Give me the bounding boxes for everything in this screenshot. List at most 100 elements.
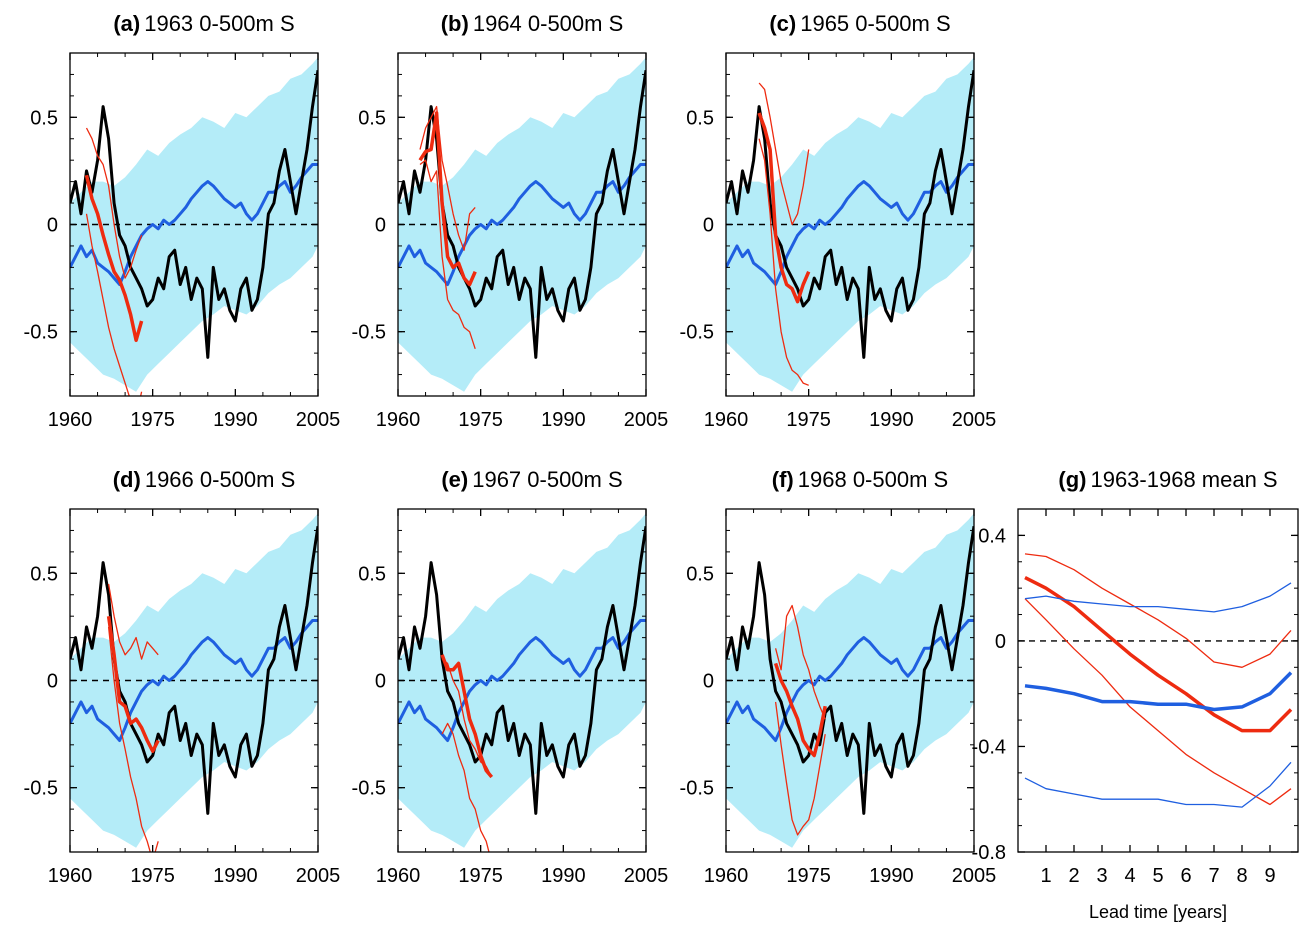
x-tick-label: 2005 xyxy=(296,409,341,431)
hindcast-mean-line xyxy=(106,615,160,753)
y-tick-label: 0 xyxy=(375,215,386,237)
x-tick-label: 1960 xyxy=(704,409,749,431)
panel-letter: (a) xyxy=(113,11,140,36)
plot-area xyxy=(70,513,318,852)
hindcast-mean-line xyxy=(1024,576,1293,733)
x-tick-label: 1990 xyxy=(541,409,586,431)
x-tick-label: 2005 xyxy=(296,865,341,887)
x-tick-label: 2005 xyxy=(624,409,669,431)
panel-title-text: 1967 0-500m S xyxy=(472,467,622,492)
panel-title-text: 1964 0-500m S xyxy=(473,11,623,36)
panel-title: (a) 1963 0-500m S xyxy=(113,11,294,36)
hindcast-mean-line xyxy=(418,111,477,287)
panel-b: 1960 1975 1990 2005 0.5 0 -0.5 (b) 1964 0-500m S xyxy=(352,11,669,431)
hindcast-bound-line xyxy=(758,138,809,386)
axes-frame xyxy=(1017,508,1299,853)
y-tick-label: -0.5 xyxy=(24,322,58,344)
panel-letter: (g) xyxy=(1058,467,1086,492)
panel-f: 1960 1975 1990 2005 0.5 0 -0.5 (f) 1968 0-500m S xyxy=(680,467,997,887)
x-tick-label: 1990 xyxy=(213,409,258,431)
panel-title: (e) 1967 0-500m S xyxy=(441,467,622,492)
hindcast-bound-line xyxy=(1024,598,1292,806)
hindcast-bound-line xyxy=(419,159,476,350)
x-tick-label: 1990 xyxy=(213,865,258,887)
hindcast-mean-line xyxy=(757,112,811,304)
x-tick-label: 1975 xyxy=(786,409,831,431)
y-tick-label: 0.5 xyxy=(30,563,58,585)
panel-title-text: 1963-1968 mean S xyxy=(1090,467,1277,492)
x-tick-label: 1 xyxy=(1040,865,1051,887)
y-tick-label: 0.5 xyxy=(30,107,58,129)
observed-line xyxy=(70,69,318,359)
y-tick-label: 0 xyxy=(995,631,1006,653)
hindcast-mean-line xyxy=(773,662,827,758)
x-tick-label: 1960 xyxy=(48,409,93,431)
y-tick-label: -0.5 xyxy=(680,322,714,344)
x-tick-label: 9 xyxy=(1264,865,1275,887)
free-run-mean-line xyxy=(1024,671,1293,712)
panel-title-text: 1968 0-500m S xyxy=(798,467,948,492)
hindcast-bound-line xyxy=(758,82,810,226)
x-tick-label: 2005 xyxy=(952,409,997,431)
panel-g: 1 2 3 4 5 6 7 8 9 0.4 0 -0.4 -0.8 (g) 1963-1968 mean S… xyxy=(972,467,1299,922)
x-tick-label: 6 xyxy=(1180,865,1191,887)
x-tick-label: 1990 xyxy=(541,865,586,887)
hindcast-bound-line xyxy=(85,213,143,396)
x-tick-label: 1990 xyxy=(869,865,914,887)
y-tick-label: -0.4 xyxy=(972,736,1006,758)
x-tick-label: 5 xyxy=(1152,865,1163,887)
x-tick-label: 2005 xyxy=(952,865,997,887)
x-tick-label: 3 xyxy=(1096,865,1107,887)
panel-title: (c) 1965 0-500m S xyxy=(769,11,950,36)
hindcast-bound-line xyxy=(107,583,159,660)
plot-area xyxy=(726,513,974,848)
hindcast-bound-line xyxy=(1024,553,1292,668)
y-tick-label: -0.5 xyxy=(24,778,58,800)
free-run-bound-line xyxy=(1024,582,1292,613)
panel-title: (f) 1968 0-500m S xyxy=(772,467,948,492)
x-tick-label: 1975 xyxy=(458,865,503,887)
panel-title-text: 1966 0-500m S xyxy=(145,467,295,492)
y-tick-label: 0.4 xyxy=(978,525,1006,547)
x-tick-label: 1975 xyxy=(458,409,503,431)
x-tick-label: 7 xyxy=(1208,865,1219,887)
y-tick-label: -0.5 xyxy=(352,322,386,344)
panel-letter: (e) xyxy=(441,467,468,492)
panel-letter: (c) xyxy=(769,11,796,36)
panel-e: 1960 1975 1990 2005 0.5 0 -0.5 (e) 1967 0-500m S xyxy=(352,467,669,887)
panel-letter: (b) xyxy=(441,11,469,36)
x-tick-label: 2 xyxy=(1068,865,1079,887)
y-tick-label: 0 xyxy=(703,215,714,237)
x-tick-label: 1960 xyxy=(376,409,421,431)
x-axis-label: Lead time [years] xyxy=(1089,902,1227,922)
observed-line xyxy=(398,525,646,815)
hindcast-bound-line xyxy=(107,626,159,852)
panel-title-text: 1963 0-500m S xyxy=(144,11,294,36)
y-tick-label: 0 xyxy=(47,215,58,237)
y-tick-label: 0.5 xyxy=(358,563,386,585)
x-tick-label: 1960 xyxy=(704,865,749,887)
x-tick-label: 4 xyxy=(1124,865,1135,887)
x-tick-label: 1975 xyxy=(130,409,175,431)
plot-area xyxy=(726,57,974,392)
hindcast-bound-line xyxy=(419,105,476,251)
hindcast-bound-line xyxy=(441,722,490,852)
panel-title: (g) 1963-1968 mean S xyxy=(1058,467,1277,492)
panel-title-text: 1965 0-500m S xyxy=(800,11,950,36)
hindcast-mean-line xyxy=(84,174,144,343)
panel-d: 1960 1975 1990 2005 0.5 0 -0.5 (d) 1966 0-500m S xyxy=(24,467,341,887)
panel-letter: (d) xyxy=(113,467,141,492)
x-tick-label: 1990 xyxy=(869,409,914,431)
x-tick-label: 1975 xyxy=(786,865,831,887)
y-tick-label: 0.5 xyxy=(358,107,386,129)
panel-letter: (f) xyxy=(772,467,794,492)
plot-area xyxy=(1018,553,1298,808)
plot-area xyxy=(398,513,646,852)
hindcast-bound-line xyxy=(774,701,826,836)
plot-area xyxy=(398,57,646,392)
y-tick-label: 0.5 xyxy=(686,107,714,129)
hindcast-bound-line xyxy=(774,604,826,720)
x-tick-label: 1960 xyxy=(376,865,421,887)
hindcast-bound-line xyxy=(85,127,143,279)
observed-line xyxy=(726,69,974,359)
